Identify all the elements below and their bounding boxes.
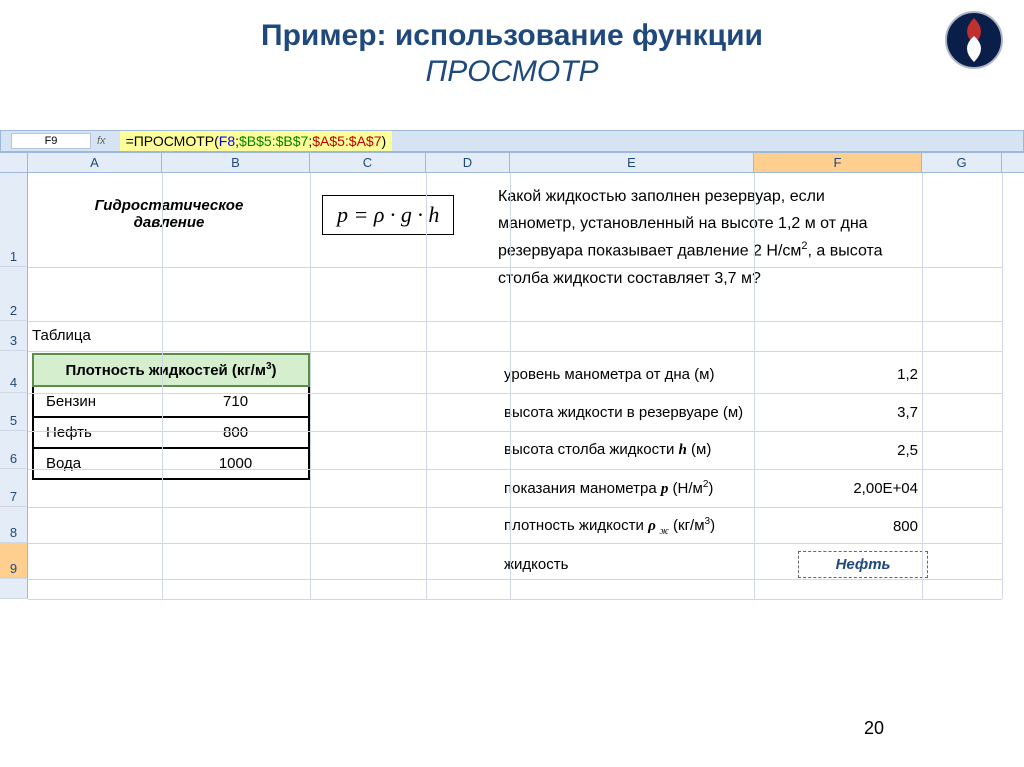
table-label: Таблица bbox=[32, 327, 91, 344]
slide-title: Пример: использование функции ПРОСМОТР bbox=[0, 0, 1024, 90]
density-value: 710 bbox=[163, 387, 308, 416]
row-headers: 123456789 bbox=[0, 173, 28, 599]
param-label: показания манометра p (Н/м2) bbox=[498, 475, 798, 502]
param-label: жидкость bbox=[498, 552, 798, 577]
density-header: Плотность жидкостей (кг/м3) bbox=[32, 353, 310, 387]
param-label: плотность жидкости ρ ж (кг/м3) bbox=[498, 512, 798, 541]
param-row: высота столба жидкости h (м)2,5 bbox=[498, 431, 928, 469]
formula-bar: F9 fx =ПРОСМОТР(F8;$B$5:$B$7;$A$5:$A$7) bbox=[0, 130, 1024, 152]
logo-icon bbox=[944, 10, 1004, 70]
col-header-D[interactable]: D bbox=[426, 153, 510, 172]
hydrostatic-title: Гидростатическое давление bbox=[34, 197, 304, 231]
density-value: 800 bbox=[163, 418, 308, 447]
row-header-8[interactable]: 8 bbox=[0, 507, 28, 543]
density-value: 1000 bbox=[163, 449, 308, 478]
row-header-6[interactable]: 6 bbox=[0, 431, 28, 469]
row-header-10[interactable] bbox=[0, 579, 28, 599]
cells-area[interactable]: Гидростатическое давление p = ρ · g · h … bbox=[28, 173, 1002, 599]
param-row: жидкостьНефть bbox=[498, 545, 928, 583]
density-row: Бензин710 bbox=[32, 387, 310, 418]
col-header-E[interactable]: E bbox=[510, 153, 754, 172]
density-name: Вода bbox=[34, 449, 163, 478]
col-header-F[interactable]: F bbox=[754, 153, 922, 172]
param-row: плотность жидкости ρ ж (кг/м3)800 bbox=[498, 507, 928, 545]
col-header-B[interactable]: B bbox=[162, 153, 310, 172]
param-row: высота жидкости в резервуаре (м)3,7 bbox=[498, 393, 928, 431]
formula-input[interactable]: =ПРОСМОТР(F8;$B$5:$B$7;$A$5:$A$7) bbox=[120, 131, 393, 151]
col-header-A[interactable]: A bbox=[28, 153, 162, 172]
row-header-4[interactable]: 4 bbox=[0, 351, 28, 393]
row-header-7[interactable]: 7 bbox=[0, 469, 28, 507]
row-header-9[interactable]: 9 bbox=[0, 543, 28, 579]
param-value: 800 bbox=[798, 514, 928, 539]
param-row: показания манометра p (Н/м2)2,00E+04 bbox=[498, 469, 928, 507]
param-value: 2,5 bbox=[798, 438, 928, 463]
row-header-2[interactable]: 2 bbox=[0, 267, 28, 321]
row-header-5[interactable]: 5 bbox=[0, 393, 28, 431]
column-headers: ABCDEFG bbox=[0, 152, 1024, 173]
col-header-G[interactable]: G bbox=[922, 153, 1002, 172]
param-value: 1,2 bbox=[798, 362, 928, 387]
fx-icon[interactable]: fx bbox=[91, 135, 112, 147]
param-row: уровень манометра от дна (м)1,2 bbox=[498, 355, 928, 393]
formula-box: p = ρ · g · h bbox=[322, 195, 454, 235]
col-header-C[interactable]: C bbox=[310, 153, 426, 172]
title-line1: Пример: использование функции bbox=[261, 19, 763, 52]
problem-text: Какой жидкостью заполнен резервуар, если… bbox=[498, 183, 978, 292]
page-number: 20 bbox=[864, 718, 884, 739]
select-all-corner[interactable] bbox=[0, 153, 28, 172]
density-row: Нефть800 bbox=[32, 418, 310, 449]
result-value: Нефть bbox=[798, 551, 928, 578]
density-name: Бензин bbox=[34, 387, 163, 416]
title-line2: ПРОСМОТР bbox=[425, 55, 598, 88]
param-value: 3,7 bbox=[798, 400, 928, 425]
density-name: Нефть bbox=[34, 418, 163, 447]
density-row: Вода1000 bbox=[32, 449, 310, 480]
name-box[interactable]: F9 bbox=[11, 133, 91, 149]
param-value: 2,00E+04 bbox=[798, 476, 928, 501]
param-label: высота столба жидкости h (м) bbox=[498, 437, 798, 463]
row-header-3[interactable]: 3 bbox=[0, 321, 28, 351]
row-header-1[interactable]: 1 bbox=[0, 173, 28, 267]
density-table: Плотность жидкостей (кг/м3) Бензин710Неф… bbox=[32, 353, 310, 480]
param-label: уровень манометра от дна (м) bbox=[498, 362, 798, 387]
param-label: высота жидкости в резервуаре (м) bbox=[498, 400, 798, 425]
